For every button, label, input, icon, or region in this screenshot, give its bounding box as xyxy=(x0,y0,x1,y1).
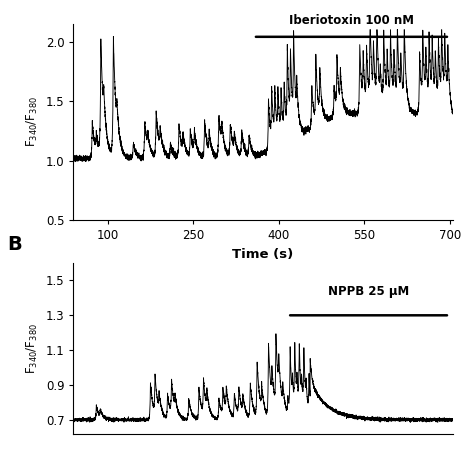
Text: B: B xyxy=(7,235,22,254)
Y-axis label: F$_{340}$/F$_{380}$: F$_{340}$/F$_{380}$ xyxy=(25,323,40,374)
Text: NPPB 25 μM: NPPB 25 μM xyxy=(328,285,409,298)
Y-axis label: F$_{340}$/F$_{380}$: F$_{340}$/F$_{380}$ xyxy=(25,97,40,147)
X-axis label: Time (s): Time (s) xyxy=(232,248,294,261)
Text: Iberiotoxin 100 nM: Iberiotoxin 100 nM xyxy=(289,14,414,27)
